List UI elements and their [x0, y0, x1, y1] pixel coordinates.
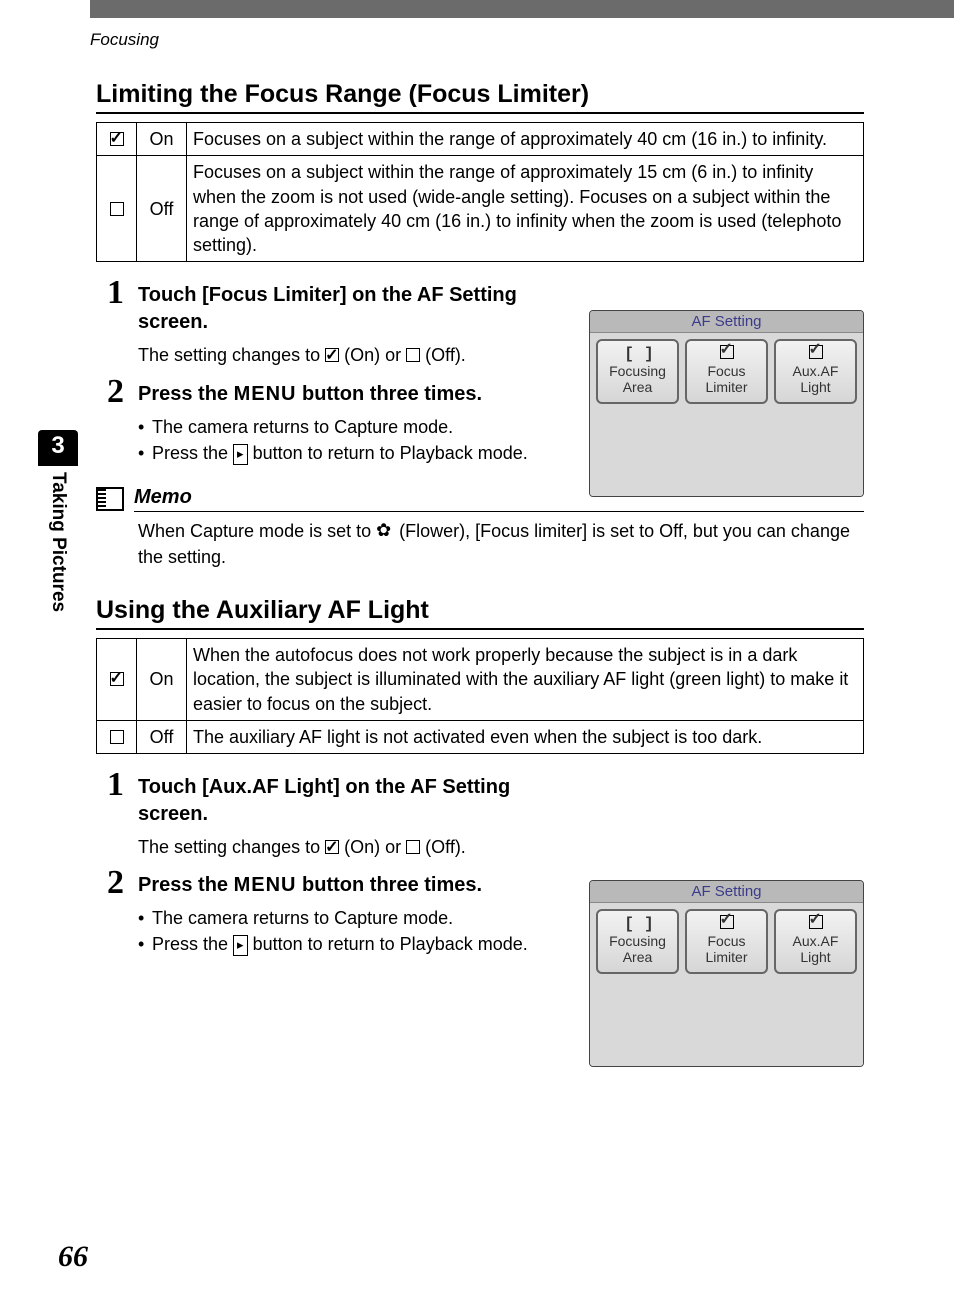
option-on-label: On: [137, 123, 187, 156]
check-icon: [687, 345, 766, 363]
focus-area-icon: [ ]: [598, 345, 677, 363]
focus-area-icon: [ ]: [598, 915, 677, 933]
page-number: 66: [58, 1240, 88, 1274]
focus-limiter-options-table: On Focuses on a subject within the range…: [96, 122, 864, 262]
memo-text: When Capture mode is set to (Flower), [F…: [138, 518, 864, 570]
header-bar: [90, 0, 954, 18]
check-off-icon: [406, 348, 420, 362]
step-2-title: Press the MENU button three times.: [138, 872, 566, 899]
playback-icon: ▸: [233, 935, 248, 956]
option-on-desc: Focuses on a subject within the range of…: [187, 123, 864, 156]
step-2-bullet-2: Press the ▸ button to return to Playback…: [138, 931, 566, 957]
af-button-focus-limiter[interactable]: FocusLimiter: [685, 339, 768, 404]
option-off-desc: Focuses on a subject within the range of…: [187, 156, 864, 262]
check-on-icon: [325, 348, 339, 362]
step-1: 1 Touch [Focus Limiter] on the AF Settin…: [96, 276, 566, 372]
step-number: 2: [96, 866, 124, 957]
step-2: 2 Press the MENU button three times. The…: [96, 866, 566, 957]
af-panel-title: AF Setting: [590, 311, 863, 333]
step-number: 1: [96, 768, 124, 864]
af-button-aux-af-light[interactable]: Aux.AFLight: [774, 339, 857, 404]
step-2-bullet-1: The camera returns to Capture mode.: [138, 414, 566, 440]
option-off-label: Off: [137, 156, 187, 262]
af-button-focus-limiter[interactable]: FocusLimiter: [685, 909, 768, 974]
option-on-label: On: [137, 638, 187, 720]
step-number: 2: [96, 375, 124, 466]
af-button-focusing-area[interactable]: [ ] FocusingArea: [596, 909, 679, 974]
breadcrumb: Focusing: [90, 30, 159, 50]
check-icon: [776, 915, 855, 933]
af-button-aux-af-light[interactable]: Aux.AFLight: [774, 909, 857, 974]
af-setting-panel: AF Setting [ ] FocusingArea FocusLimiter…: [589, 310, 864, 497]
step-number: 1: [96, 276, 124, 372]
playback-icon: ▸: [233, 444, 248, 465]
checkbox-off-icon: [110, 730, 124, 744]
checkbox-on-icon: [110, 132, 124, 146]
section-title-focus-limiter: Limiting the Focus Range (Focus Limiter): [96, 80, 864, 114]
flower-icon: [376, 519, 394, 537]
option-on-desc: When the autofocus does not work properl…: [187, 638, 864, 720]
checkbox-on-icon: [110, 672, 124, 686]
step-2-bullet-1: The camera returns to Capture mode.: [138, 905, 566, 931]
check-on-icon: [325, 840, 339, 854]
check-off-icon: [406, 840, 420, 854]
step-1: 1 Touch [Aux.AF Light] on the AF Setting…: [96, 768, 566, 864]
aux-af-options-table: On When the autofocus does not work prop…: [96, 638, 864, 754]
chapter-number: 3: [38, 430, 78, 466]
step-1-desc: The setting changes to (On) or (Off).: [138, 342, 566, 368]
step-1-title: Touch [Aux.AF Light] on the AF Setting s…: [138, 774, 566, 828]
step-1-desc: The setting changes to (On) or (Off).: [138, 834, 566, 860]
af-setting-panel: AF Setting [ ] FocusingArea FocusLimiter…: [589, 880, 864, 1067]
option-off-label: Off: [137, 720, 187, 753]
step-2: 2 Press the MENU button three times. The…: [96, 375, 566, 466]
af-panel-title: AF Setting: [590, 881, 863, 903]
af-button-focusing-area[interactable]: [ ] FocusingArea: [596, 339, 679, 404]
option-off-desc: The auxiliary AF light is not activated …: [187, 720, 864, 753]
section-title-aux-af: Using the Auxiliary AF Light: [96, 596, 864, 630]
check-icon: [776, 345, 855, 363]
chapter-tab: 3 Taking Pictures: [38, 430, 78, 612]
checkbox-off-icon: [110, 202, 124, 216]
step-2-bullet-2: Press the ▸ button to return to Playback…: [138, 440, 566, 466]
chapter-title: Taking Pictures: [47, 466, 69, 612]
step-2-title: Press the MENU button three times.: [138, 381, 566, 408]
memo-icon: [96, 487, 124, 511]
check-icon: [687, 915, 766, 933]
step-1-title: Touch [Focus Limiter] on the AF Setting …: [138, 282, 566, 336]
